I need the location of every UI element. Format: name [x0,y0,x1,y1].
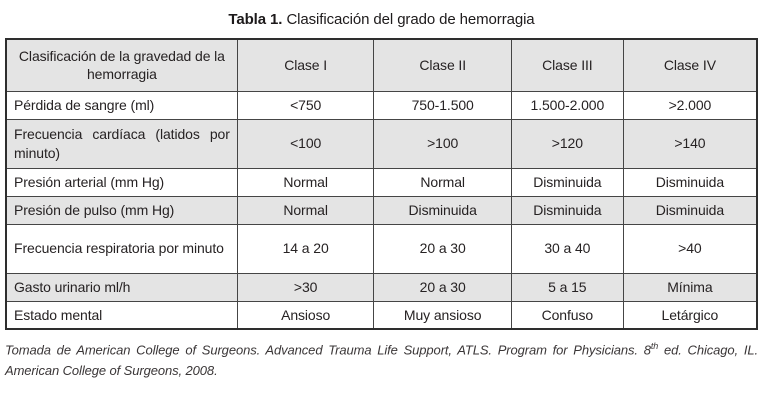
value-cell: <100 [236,118,375,169]
table-row: Presión de pulso (mm Hg) Normal Disminui… [5,195,758,225]
value-cell: Disminuida [510,195,624,225]
row-label-blood-pressure: Presión arterial (mm Hg) [5,167,238,197]
value-cell: <750 [236,90,375,120]
value-cell: Normal [236,167,375,197]
value-cell: 5 a 15 [510,272,624,302]
value-cell: >100 [373,118,512,169]
row-label-pulse-pressure: Presión de pulso (mm Hg) [5,195,238,225]
value-cell: Letárgico [622,300,758,330]
value-cell: Ansioso [236,300,375,330]
header-cell-class-3: Clase III [510,38,624,92]
footnote-superscript: th [650,341,659,351]
table-row: Gasto urinario ml/h >30 20 a 30 5 a 15 M… [5,272,758,302]
value-cell: >40 [622,223,758,274]
value-cell: 20 a 30 [373,223,512,274]
row-label-mental-state: Estado mental [5,300,238,330]
value-cell: Confuso [510,300,624,330]
table-row: Frecuencia respiratoria por minuto 14 a … [5,223,758,274]
value-cell: >30 [236,272,375,302]
table-row: Pérdida de sangre (ml) <750 750-1.500 1.… [5,90,758,120]
header-cell-class-1: Clase I [236,38,375,92]
value-cell: 20 a 30 [373,272,512,302]
row-label-respiratory-rate: Frecuencia respiratoria por minuto [5,223,238,274]
value-cell: Mínima [622,272,758,302]
value-cell: 1.500-2.000 [510,90,624,120]
value-cell: 30 a 40 [510,223,624,274]
value-cell: Disminuida [622,195,758,225]
header-cell-class-4: Clase IV [622,38,758,92]
value-cell: >140 [622,118,758,169]
table-title: Tabla 1. Clasificación del grado de hemo… [5,11,758,28]
header-cell-classification: Clasificación de la gravedad de la hemor… [5,38,238,92]
value-cell: Disminuida [373,195,512,225]
table-row: Frecuencia cardíaca (latidos por minuto)… [5,118,758,169]
value-cell: Disminuida [622,167,758,197]
hemorrhage-classification-table: Clasificación de la gravedad de la hemor… [5,38,758,330]
table-row: Presión arterial (mm Hg) Normal Normal D… [5,167,758,197]
value-cell: Disminuida [510,167,624,197]
footnote-text-end: ed. Chicago, IL. American College of Sur… [5,342,758,379]
row-label-urine-output: Gasto urinario ml/h [5,272,238,302]
value-cell: 14 a 20 [236,223,375,274]
value-cell: 750-1.500 [373,90,512,120]
value-cell: Muy ansioso [373,300,512,330]
footnote-text-start: Tomada de American College of Surgeons. … [5,342,651,358]
row-label-heart-rate: Frecuencia cardíaca (latidos por minuto) [5,118,238,169]
table-caption: Clasificación del grado de hemorragia [282,11,535,28]
header-row: Clasificación de la gravedad de la hemor… [5,38,758,92]
table-number: Tabla 1. [228,11,283,28]
value-cell: Normal [236,195,375,225]
value-cell: >120 [510,118,624,169]
header-cell-class-2: Clase II [373,38,512,92]
value-cell: >2.000 [622,90,758,120]
value-cell: Normal [373,167,512,197]
table-row: Estado mental Ansioso Muy ansioso Confus… [5,300,758,330]
source-footnote: Tomada de American College of Surgeons. … [5,339,758,382]
row-label-blood-loss: Pérdida de sangre (ml) [5,90,238,120]
